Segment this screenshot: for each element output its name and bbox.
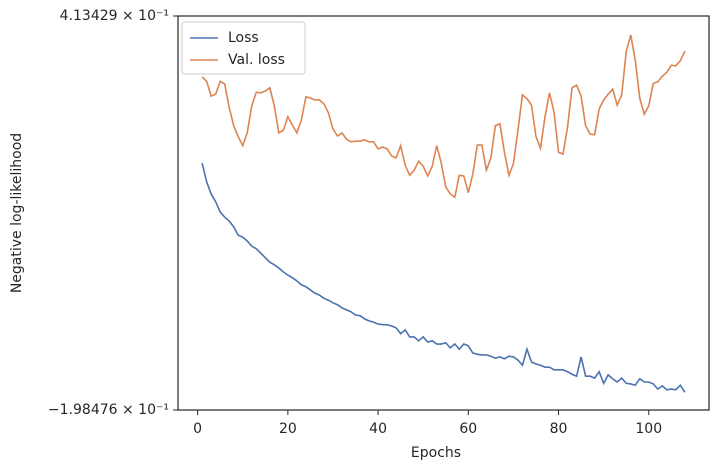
- y-tick-label: −1.98476 × 10⁻¹: [48, 402, 169, 418]
- legend-label: Loss: [228, 30, 259, 46]
- legend: Loss Val. loss: [181, 21, 306, 75]
- x-tick-label: 40: [369, 421, 387, 437]
- line: [201, 162, 686, 393]
- x-tick-label: 20: [279, 421, 297, 437]
- y-tick-label: 4.13429 × 10⁻¹: [60, 8, 169, 24]
- line: [201, 34, 686, 199]
- x-tick-label: 80: [550, 421, 568, 437]
- plot-frame: [177, 15, 710, 411]
- x-tick-label: 60: [459, 421, 477, 437]
- legend-label: Val. loss: [228, 52, 285, 68]
- y-axis-label: Negative log-likelihood: [9, 133, 25, 293]
- x-tick-label: 100: [635, 421, 662, 437]
- legend-frame: [181, 21, 306, 75]
- x-tick-label: 0: [193, 421, 202, 437]
- x-axis-label: Epochs: [411, 445, 461, 461]
